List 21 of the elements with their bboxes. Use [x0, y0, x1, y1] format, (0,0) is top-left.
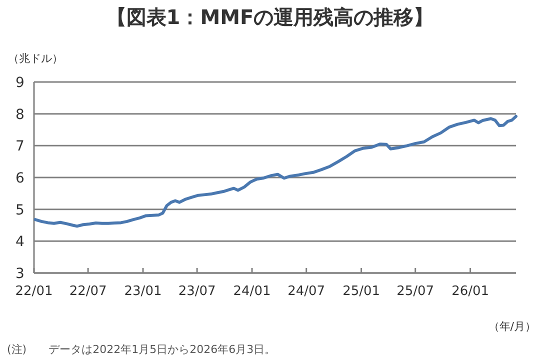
x-tick-label: 26/01 — [452, 284, 490, 299]
chart-title: 【図表1：MMFの運用残高の推移】 — [106, 5, 434, 29]
x-tick-label: 22/01 — [15, 284, 53, 299]
x-tick-label: 23/07 — [178, 284, 216, 299]
y-tick-label: 3 — [16, 266, 24, 282]
x-tick-label: 24/01 — [233, 284, 271, 299]
x-tick-label: 25/07 — [396, 284, 434, 299]
y-tick-label: 6 — [16, 170, 25, 186]
x-tick-label: 22/07 — [69, 284, 107, 299]
y-tick-label: 4 — [16, 234, 25, 250]
x-axis-title: （年/月） — [488, 320, 536, 333]
y-tick-label: 8 — [16, 106, 24, 123]
x-tick-label: 25/01 — [342, 284, 380, 299]
line-series — [34, 114, 518, 228]
y-tick-label: 7 — [16, 138, 24, 155]
y-axis-title: （兆ドル） — [8, 52, 63, 65]
y-tick-label: 5 — [16, 202, 24, 218]
x-tick-label: 23/01 — [124, 284, 162, 299]
x-tick-label: 24/07 — [288, 284, 326, 299]
text: (注) データは2022年1月5日から2026年6月3日。 — [7, 343, 276, 356]
y-tick-label: 9 — [16, 75, 24, 91]
